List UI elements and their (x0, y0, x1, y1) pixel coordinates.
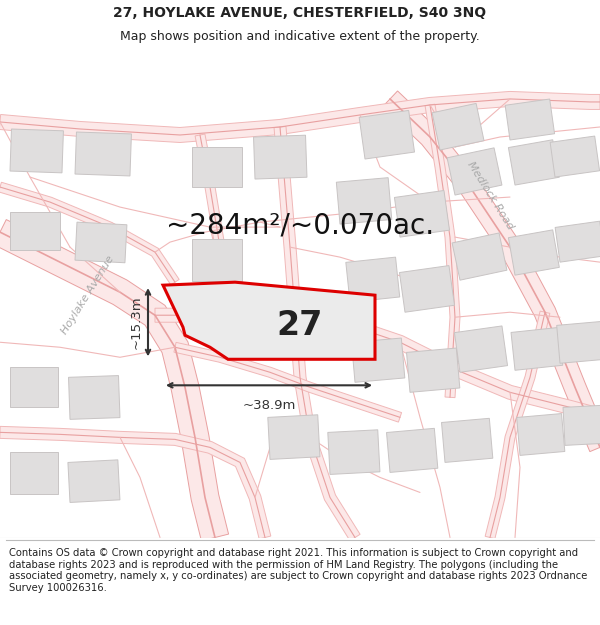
Bar (394, 191, 449, 237)
Bar (563, 405, 600, 446)
Bar (10, 452, 58, 494)
Bar (192, 239, 242, 281)
Bar (68, 460, 120, 503)
Text: 27: 27 (277, 309, 323, 342)
Text: ~284m²/~0.070ac.: ~284m²/~0.070ac. (166, 211, 434, 239)
Polygon shape (0, 426, 271, 539)
Bar (68, 376, 120, 419)
Bar (407, 348, 460, 392)
Bar (557, 321, 600, 363)
Text: Map shows position and indicative extent of the property.: Map shows position and indicative extent… (120, 30, 480, 43)
Bar (337, 177, 392, 224)
Bar (192, 147, 242, 187)
Bar (447, 148, 502, 195)
Polygon shape (382, 91, 600, 452)
Bar (454, 326, 508, 372)
Text: Hoylake Avenue: Hoylake Avenue (60, 254, 116, 336)
Text: Medlock Road: Medlock Road (465, 159, 515, 231)
Bar (359, 111, 415, 159)
Bar (268, 415, 320, 459)
Polygon shape (195, 134, 235, 313)
Polygon shape (155, 308, 600, 422)
Bar (10, 212, 60, 250)
Bar (442, 418, 493, 462)
Bar (432, 103, 484, 150)
Bar (75, 222, 127, 262)
Polygon shape (163, 282, 375, 359)
Bar (386, 428, 438, 472)
Bar (352, 338, 405, 382)
Bar (75, 132, 131, 176)
Bar (328, 430, 380, 474)
Polygon shape (174, 342, 401, 422)
Polygon shape (0, 91, 600, 142)
Bar (508, 230, 559, 275)
Bar (550, 136, 599, 177)
Polygon shape (425, 104, 460, 398)
Polygon shape (0, 219, 229, 541)
Polygon shape (274, 126, 360, 541)
Bar (400, 266, 455, 312)
Bar (511, 328, 563, 370)
Bar (346, 257, 400, 302)
Text: ~38.9m: ~38.9m (242, 399, 296, 412)
Text: Contains OS data © Crown copyright and database right 2021. This information is : Contains OS data © Crown copyright and d… (9, 548, 587, 592)
Bar (452, 233, 507, 280)
Bar (10, 368, 58, 408)
Text: ~15.3m: ~15.3m (130, 296, 143, 349)
Bar (254, 135, 307, 179)
Bar (517, 414, 565, 456)
Bar (505, 99, 554, 140)
Bar (508, 140, 559, 185)
Polygon shape (485, 311, 550, 539)
Text: 27, HOYLAKE AVENUE, CHESTERFIELD, S40 3NQ: 27, HOYLAKE AVENUE, CHESTERFIELD, S40 3N… (113, 6, 487, 20)
Bar (10, 129, 64, 173)
Polygon shape (0, 182, 179, 285)
Bar (555, 221, 600, 262)
